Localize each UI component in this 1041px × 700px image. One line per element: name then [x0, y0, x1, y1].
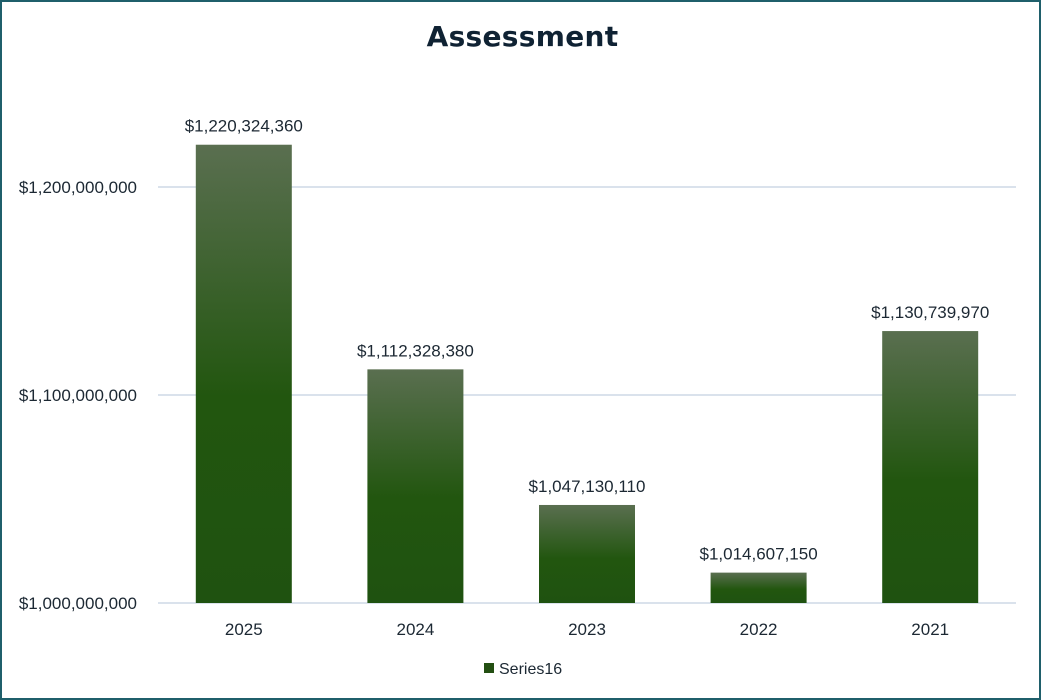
data-label-2024: $1,112,328,380 [357, 341, 474, 360]
labels: $1,000,000,000 $1,100,000,000 $1,200,000,0… [19, 117, 989, 639]
bar-2024 [367, 369, 464, 603]
legend-swatch [484, 663, 494, 673]
bar-2021 [882, 331, 979, 603]
data-label-2021: $1,130,739,970 [871, 303, 989, 322]
bars [195, 144, 979, 603]
data-label-2023: $1,047,130,110 [529, 477, 646, 496]
data-label-2022: $1,014,607,150 [700, 545, 818, 564]
legend: Series16 [484, 661, 562, 678]
legend-label: Series16 [499, 661, 562, 678]
x-tick-label-2024: 2024 [396, 620, 434, 639]
x-tick-label-2021: 2021 [911, 620, 949, 639]
bar-2025 [195, 144, 292, 603]
x-tick-label-2023: 2023 [568, 620, 606, 639]
x-tick-label-2025: 2025 [225, 620, 263, 639]
bar-2023 [539, 504, 635, 603]
y-tick-label: $1,100,000,000 [19, 386, 137, 405]
y-tick-label: $1,000,000,000 [19, 594, 137, 613]
bar-2022 [710, 572, 807, 603]
chart-title: Assessment [426, 20, 619, 53]
data-label-2025: $1,220,324,360 [185, 117, 303, 136]
y-tick-label: $1,200,000,000 [19, 178, 137, 197]
x-tick-label-2022: 2022 [740, 620, 778, 639]
